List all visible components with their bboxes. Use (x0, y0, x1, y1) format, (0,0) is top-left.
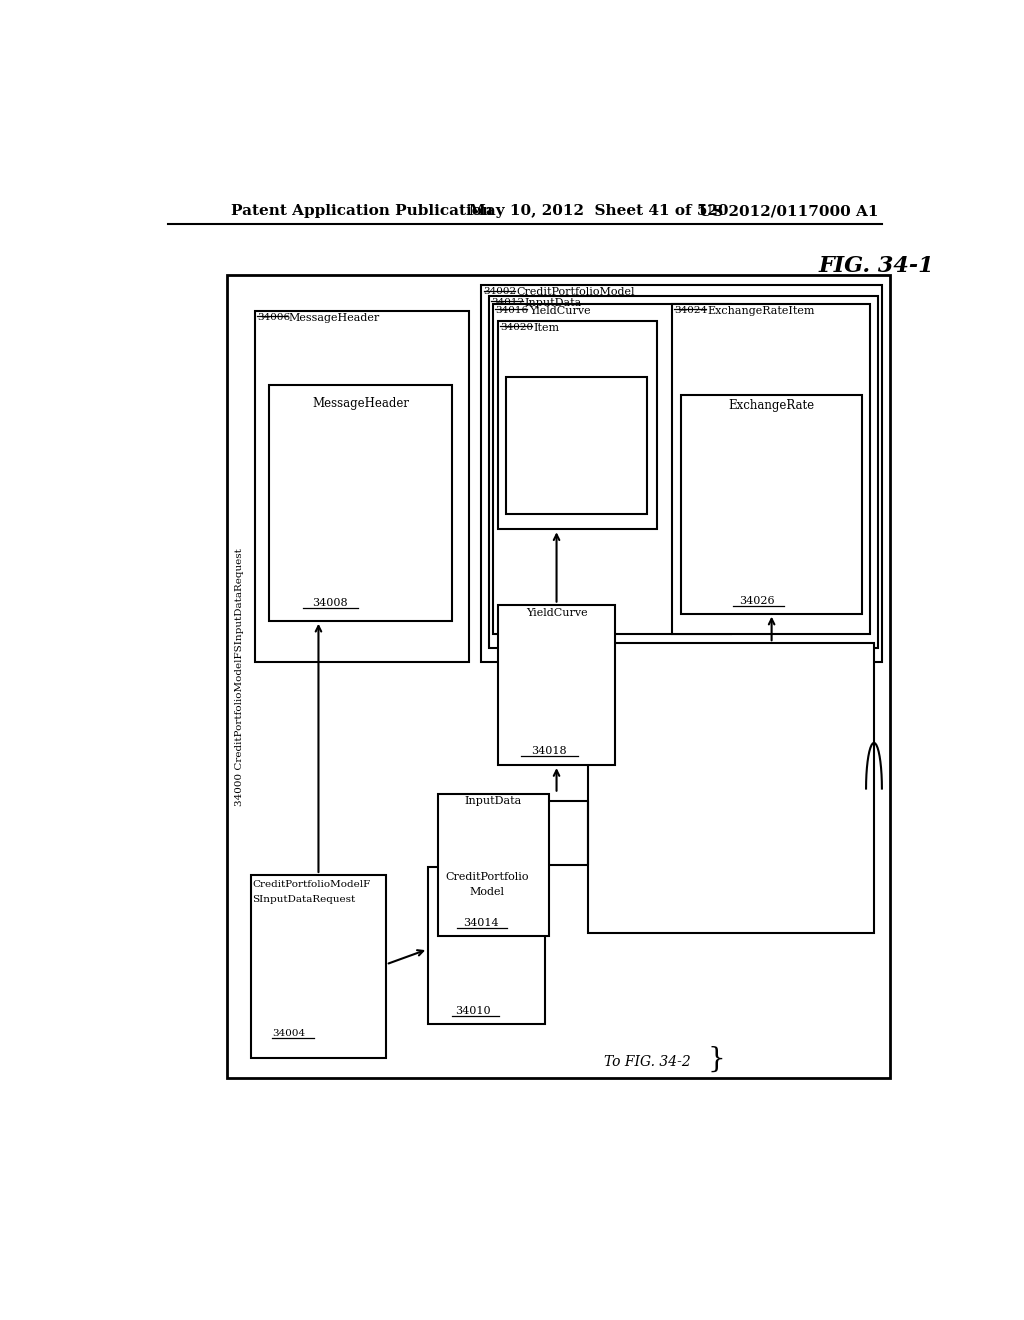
Text: YieldCurve: YieldCurve (525, 607, 588, 618)
Text: Patent Application Publication: Patent Application Publication (231, 205, 494, 218)
Text: 3422: 3422 (546, 496, 574, 506)
FancyBboxPatch shape (494, 304, 731, 634)
Text: InputData: InputData (524, 297, 582, 308)
Text: 34002: 34002 (483, 288, 517, 297)
Text: 34012: 34012 (492, 297, 524, 306)
FancyBboxPatch shape (588, 643, 873, 933)
FancyBboxPatch shape (498, 321, 656, 529)
FancyBboxPatch shape (489, 296, 878, 648)
Text: }: } (708, 1047, 725, 1073)
Text: 34020: 34020 (500, 323, 534, 333)
Text: Item: Item (534, 323, 560, 333)
Text: To FIG. 34-2: To FIG. 34-2 (604, 1055, 691, 1069)
FancyBboxPatch shape (681, 395, 862, 614)
Text: 34010: 34010 (456, 1006, 492, 1016)
Text: 34016: 34016 (496, 306, 528, 314)
Text: MessageHeader: MessageHeader (289, 313, 380, 323)
Text: 34004: 34004 (272, 1028, 305, 1038)
Text: 34014: 34014 (463, 917, 499, 928)
Text: CreditPortfolio: CreditPortfolio (445, 873, 528, 882)
Text: 34026: 34026 (739, 595, 775, 606)
FancyBboxPatch shape (251, 875, 386, 1057)
Text: CreditPortfolioModelF: CreditPortfolioModelF (253, 880, 371, 890)
FancyBboxPatch shape (437, 793, 549, 936)
Text: 34006: 34006 (257, 313, 291, 322)
Text: MessageHeader: MessageHeader (312, 397, 409, 411)
FancyBboxPatch shape (481, 285, 882, 661)
FancyBboxPatch shape (672, 304, 870, 634)
FancyBboxPatch shape (428, 867, 546, 1024)
Text: 34008: 34008 (312, 598, 348, 607)
FancyBboxPatch shape (269, 385, 452, 620)
Text: ExchangeRateItem: ExchangeRateItem (708, 306, 815, 315)
Text: CreditPortfolioModel: CreditPortfolioModel (517, 288, 635, 297)
Text: FIG. 34-1: FIG. 34-1 (818, 255, 934, 277)
Text: May 10, 2012  Sheet 41 of 520: May 10, 2012 Sheet 41 of 520 (469, 205, 729, 218)
Text: YieldCurve: YieldCurve (528, 306, 591, 315)
FancyBboxPatch shape (498, 605, 615, 766)
Text: Model: Model (469, 887, 504, 898)
Text: InputData: InputData (465, 796, 521, 805)
Text: ExchangeRate: ExchangeRate (728, 399, 815, 412)
Text: SInputDataRequest: SInputDataRequest (253, 895, 356, 904)
Text: US 2012/0117000 A1: US 2012/0117000 A1 (699, 205, 879, 218)
FancyBboxPatch shape (255, 312, 469, 661)
Text: 34024: 34024 (674, 306, 708, 314)
FancyBboxPatch shape (227, 276, 890, 1078)
FancyBboxPatch shape (506, 378, 647, 515)
Text: 34000 CreditPortfolioModelFSInputDataRequest: 34000 CreditPortfolioModelFSInputDataReq… (234, 548, 244, 805)
Text: 34018: 34018 (530, 746, 566, 756)
Text: Item: Item (562, 381, 590, 395)
